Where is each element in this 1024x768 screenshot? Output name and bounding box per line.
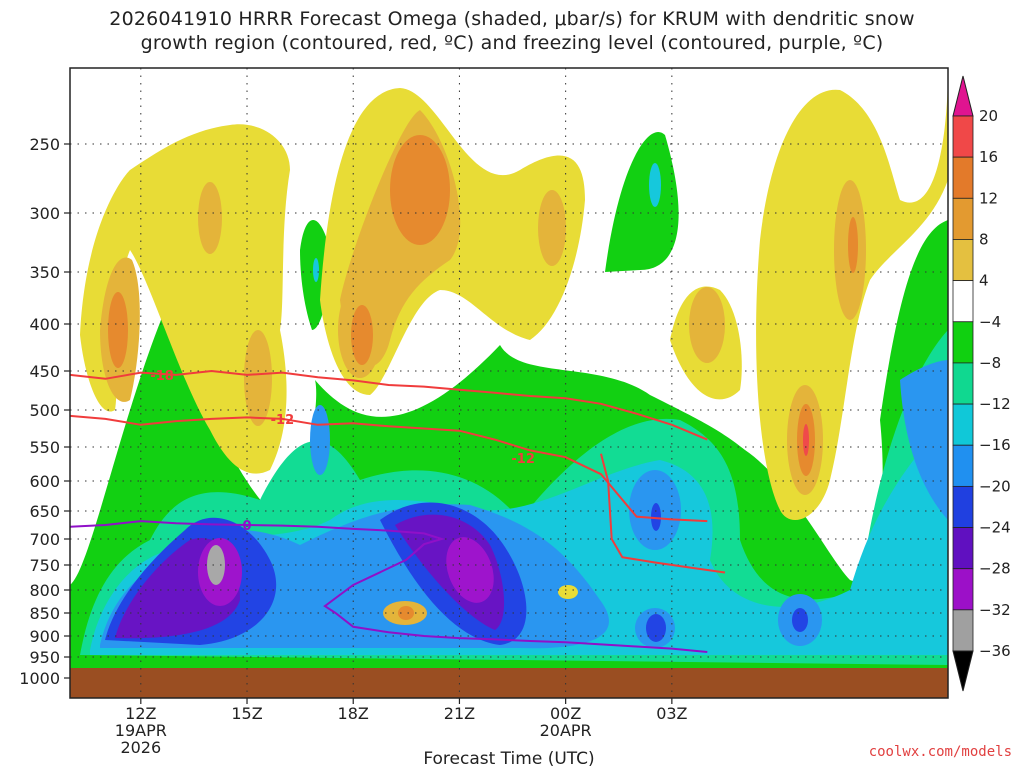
ytick-label-850: 850: [29, 604, 60, 623]
omega-red-cell-01z: [803, 424, 809, 456]
omega-orange-cell-16z: [351, 305, 373, 365]
ytick-label-500: 500: [29, 401, 60, 420]
xtick-date-00Z: 20APR: [540, 721, 592, 740]
colorbar-label-12: 12: [979, 189, 998, 207]
omega-gold-cell-20z: [538, 190, 566, 266]
colorbar-label--12: −12: [979, 395, 1011, 413]
omega-orange-cell-02z: [848, 217, 858, 273]
ytick-label-950: 950: [29, 648, 60, 667]
omega-darkblue-cell-22z: [646, 614, 666, 642]
colorbar-label--36: −36: [979, 642, 1011, 660]
omega-cyan-small-cell: [313, 258, 319, 282]
colorbar-segment--16: [952, 444, 974, 487]
colorbar-segment--4: [952, 321, 974, 364]
omega-darkblue-cell-21z: [651, 503, 661, 531]
omega-orange-cell-17z-low: [398, 606, 414, 620]
colorbar-segment-16: [952, 156, 974, 199]
xtick-label-21Z: 21Z: [444, 704, 475, 723]
xtick-label-00Z: 00Z: [550, 704, 581, 723]
ytick-label-550: 550: [29, 438, 60, 457]
xtick-label-03Z: 03Z: [656, 704, 687, 723]
ytick-label-1000: 1000: [19, 669, 60, 688]
omega-gold-cell-13z-upper: [198, 182, 222, 254]
omega-cyan-upper-cell: [649, 163, 661, 207]
omega-yellow-small-cell: [558, 585, 578, 599]
plot-frame: [69, 67, 949, 699]
colorbar-label--32: −32: [979, 601, 1011, 619]
red-contour-label-12: -12: [271, 413, 295, 428]
colorbar-label--28: −28: [979, 560, 1011, 578]
omega-yellow-region-11z: [80, 124, 290, 474]
chart-title-line1: 2026041910 HRRR Forecast Omega (shaded, …: [109, 8, 915, 30]
colorbar-segment--12: [952, 403, 974, 446]
colorbar-label--16: −16: [979, 436, 1011, 454]
ytick-label-700: 700: [29, 530, 60, 549]
xtick-date-12Z: 19APR: [115, 721, 167, 740]
omega-gold-cell-14z: [244, 330, 272, 426]
colorbar-label-20: 20: [979, 107, 998, 125]
colorbar-label-8: 8: [979, 230, 989, 248]
xtick-label-18Z: 18Z: [338, 704, 369, 723]
ytick-label-900: 900: [29, 627, 60, 646]
colorbar-segment--24: [952, 527, 974, 570]
colorbar-label-16: 16: [979, 148, 998, 166]
ytick-label-600: 600: [29, 472, 60, 491]
omega-orange-cell-11z: [108, 292, 128, 368]
colorbar-segment-4: [952, 280, 974, 323]
chart-title-line2: growth region (contoured, red, ºC) and f…: [140, 32, 884, 54]
colorbar-segment--20: [952, 485, 974, 528]
ytick-label-250: 250: [29, 135, 60, 154]
purple-contour-label-0: 0: [242, 519, 251, 534]
omega-gray-cell-12z: [207, 545, 225, 585]
ytick-label-800: 800: [29, 581, 60, 600]
colorbar-segment--8: [952, 362, 974, 405]
shaded-field: [70, 68, 948, 668]
xtick-label-15Z: 15Z: [231, 704, 262, 723]
ytick-label-650: 650: [29, 502, 60, 521]
ytick-label-450: 450: [29, 362, 60, 381]
red-contour-2: [600, 453, 726, 574]
colorbar-label--4: −4: [979, 313, 1001, 331]
ytick-label-400: 400: [29, 315, 60, 334]
purple-contour-0: [69, 520, 708, 653]
colorbar-top-arrow: [952, 75, 974, 117]
colorbar-segment-20: [952, 115, 974, 158]
credit-text: coolwx.com/models: [868, 744, 1012, 760]
omega-lightblue-cell-15z: [310, 405, 330, 475]
red-contour--12: [69, 414, 708, 523]
colorbar-segment-8: [952, 239, 974, 282]
ytick-label-750: 750: [29, 556, 60, 575]
red-contour--18: [69, 369, 708, 441]
omega-darkblue-cell-01z: [792, 608, 808, 632]
omega-orange-cell-17z: [390, 135, 450, 245]
colorbar-bottom-arrow: [952, 650, 974, 692]
colorbar-label--20: −20: [979, 477, 1011, 495]
omega-green-upper-band: [605, 131, 679, 272]
colorbar-label--8: −8: [979, 354, 1001, 372]
omega-violet-cell-18z: [446, 537, 494, 603]
red-contour-label-18: -18: [150, 369, 174, 384]
x-axis-label: Forecast Time (UTC): [423, 749, 594, 768]
red-contour-label-12b: -12: [511, 452, 535, 467]
colorbar-label-4: 4: [979, 272, 989, 290]
colorbar-label--24: −24: [979, 519, 1011, 537]
ytick-label-300: 300: [29, 204, 60, 223]
ytick-label-350: 350: [29, 263, 60, 282]
colorbar-segment-12: [952, 197, 974, 240]
colorbar-segment--32: [952, 609, 974, 652]
xtick-year-12Z: 2026: [120, 738, 161, 757]
colorbar-segment--28: [952, 568, 974, 611]
xtick-label-12Z: 12Z: [125, 704, 156, 723]
omega-lightblue-cell-04z: [900, 360, 948, 520]
ground-surface: [70, 668, 948, 698]
omega-gold-cell-23z: [689, 287, 725, 363]
